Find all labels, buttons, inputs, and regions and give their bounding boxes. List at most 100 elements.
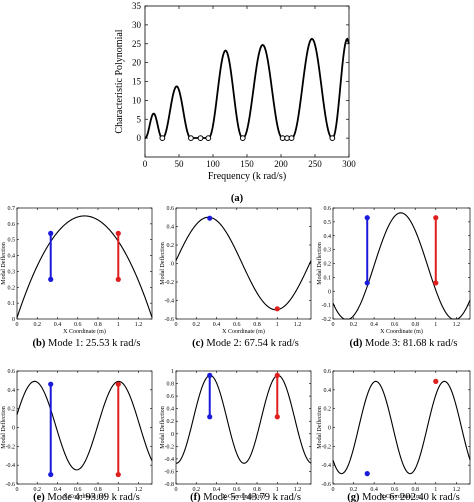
right-support-point (433, 378, 439, 384)
y-tick-label: 1 (171, 369, 174, 375)
x-tick-label: 1 (276, 487, 279, 493)
y-tick-label: 0.1 (324, 275, 332, 281)
x-tick-label: 0.2 (34, 322, 42, 328)
x-tick-label: 0.2 (350, 322, 358, 328)
plot-frame (175, 370, 312, 485)
x-tick-label: 0.4 (54, 487, 62, 493)
x-tick-label: 0.4 (54, 322, 62, 328)
x-tick-label: 1 (434, 322, 437, 328)
y-tick-label: 0.5 (8, 238, 16, 244)
y-tick-label: -0.8 (165, 482, 175, 488)
x-axis-label: X Coordinate (m) (222, 328, 265, 335)
y-tick-label: 0 (171, 432, 174, 438)
y-tick-label: 0.4 (167, 225, 175, 231)
x-axis-label: X Coordinate (m) (380, 493, 423, 500)
y-tick-label: 0.2 (8, 407, 16, 413)
y-tick-label: -0.6 (165, 317, 175, 323)
mode-shape-curve (175, 374, 312, 464)
x-tick-label: 250 (308, 159, 322, 169)
x-tick-label: 0.6 (74, 487, 82, 493)
mode-chart-d: 0 0.2 0.4 0.6 0.8 1 1.2 -0.2 -0.1 0 0.1 0.2 0.3 0.4 0.… (316, 206, 471, 349)
y-tick-label: 0.8 (167, 382, 175, 388)
y-tick-label: 0.2 (324, 262, 332, 268)
left-support-point (364, 215, 370, 221)
mode-chart-f: 0 0.2 0.4 0.6 0.8 1 1.2 -0.8 -0.6 -0.4 -0.2 0 0.2 0.4… (159, 369, 312, 502)
caption-letter: (d) (350, 338, 363, 349)
x-axis-label: X Coordinate (m) (63, 493, 106, 500)
x-tick-label: 0.4 (213, 487, 221, 493)
y-tick-label: 15 (132, 77, 142, 87)
x-axis-label: X Coordinate (m) (222, 493, 265, 500)
x-tick-label: 1 (276, 322, 279, 328)
mode-chart-b: 0 0.2 0.4 0.6 0.8 1 1.2 0 0.1 0.2 0.3 0.4 0.5 0.6 0.7 X… (0, 206, 153, 349)
root-marker (288, 135, 295, 142)
right-support-point (115, 381, 121, 387)
y-tick-label: 0 (12, 426, 15, 432)
caption-text: Mode 4: 93.09 k rad/s (45, 492, 140, 502)
y-tick-label: -0.6 (322, 482, 332, 488)
root-marker (159, 135, 166, 142)
mode-chart-e: 0 0.2 0.4 0.6 0.8 1 1.2-0.6-0.4-0.200.20.40.6X… (0, 369, 153, 502)
caption-text: Mode 2: 67.54 k rad/s (204, 338, 299, 349)
x-tick-label: 0.2 (193, 322, 201, 328)
x-tick-label: 0.2 (350, 487, 358, 493)
y-tick-label: 0.4 (324, 234, 332, 240)
x-tick-label: 1.2 (453, 487, 461, 493)
plot-frame (144, 5, 350, 158)
x-tick-label: 0.8 (253, 322, 261, 328)
y-axis-label: Modal Deflection (316, 242, 323, 285)
y-axis-label: Modal Deflection (316, 406, 323, 449)
y-tick-label: 0.2 (324, 407, 332, 413)
y-tick-label: 0.4 (8, 388, 16, 394)
y-tick-label: 0 (137, 133, 142, 143)
x-tick-label: 0.8 (253, 487, 261, 493)
y-tick-label: 0.5 (324, 220, 332, 226)
y-tick-label: 30 (132, 20, 142, 30)
mode-shape-curve (16, 380, 153, 471)
x-tick-label: 0.6 (233, 322, 241, 328)
x-tick-label: 0.6 (391, 322, 399, 328)
x-tick-label: 100 (206, 159, 220, 169)
y-axis-label: Modal Deflection (0, 406, 7, 449)
x-tick-label: 0.8 (411, 487, 419, 493)
x-tick-label: 1.2 (294, 322, 302, 328)
y-axis-label: Modal Deflection (0, 242, 7, 285)
mode-shape-curve (16, 215, 153, 318)
left-support-point (207, 372, 213, 378)
right-support-point (115, 276, 121, 282)
root-marker (205, 135, 212, 142)
caption-f: (f) Mode 5: 143.79 k rad/s (190, 492, 301, 502)
y-axis-label: Modal Deflection (159, 406, 166, 449)
y-tick-label: -0.1 (322, 303, 332, 309)
right-support-point (433, 215, 439, 221)
y-tick-label: 0 (171, 262, 174, 268)
y-tick-label: -0.2 (165, 280, 175, 286)
left-support-point (48, 381, 54, 387)
caption-text: Mode 6: 202.40 k rad/s (359, 492, 459, 502)
y-tick-label: -0.2 (165, 444, 175, 450)
left-support-point (207, 414, 213, 420)
characteristic-polynomial-curve (144, 37, 350, 140)
y-tick-label: 20 (132, 58, 142, 68)
caption-letter: (e) (33, 492, 45, 502)
x-tick-label: 0.2 (193, 487, 201, 493)
y-tick-label: 25 (132, 39, 142, 49)
characteristic-polynomial-chart: 0 50 100 150 200 250 300 0 5 10 15 20 25 30 35 Frequenc… (114, 1, 356, 182)
caption-letter: (g) (347, 492, 360, 502)
left-support-point (48, 276, 54, 282)
y-axis-label: Characteristic Polynomial (114, 29, 125, 133)
y-tick-label: -0.4 (322, 463, 332, 469)
y-tick-label: 0.7 (8, 206, 16, 212)
caption-text: Mode 5: 143.79 k rad/s (201, 492, 301, 502)
y-tick-label: 0.2 (8, 285, 16, 291)
x-tick-label: 0.6 (391, 487, 399, 493)
mode-shape-curve (332, 212, 471, 320)
y-tick-label: 0.6 (167, 394, 175, 400)
y-tick-label: 0.2 (167, 243, 175, 249)
plot-frame (16, 370, 153, 485)
mode-chart-g: 0 0.2 0.4 0.6 0.8 1 1.2-0.6-0.4-0.200.20.40.6X… (316, 369, 471, 502)
y-tick-label: 0.4 (324, 388, 332, 394)
x-tick-label: 0.4 (370, 487, 378, 493)
caption-g: (g) Mode 6: 202.40 k rad/s (347, 492, 460, 502)
left-support-point (364, 471, 370, 477)
